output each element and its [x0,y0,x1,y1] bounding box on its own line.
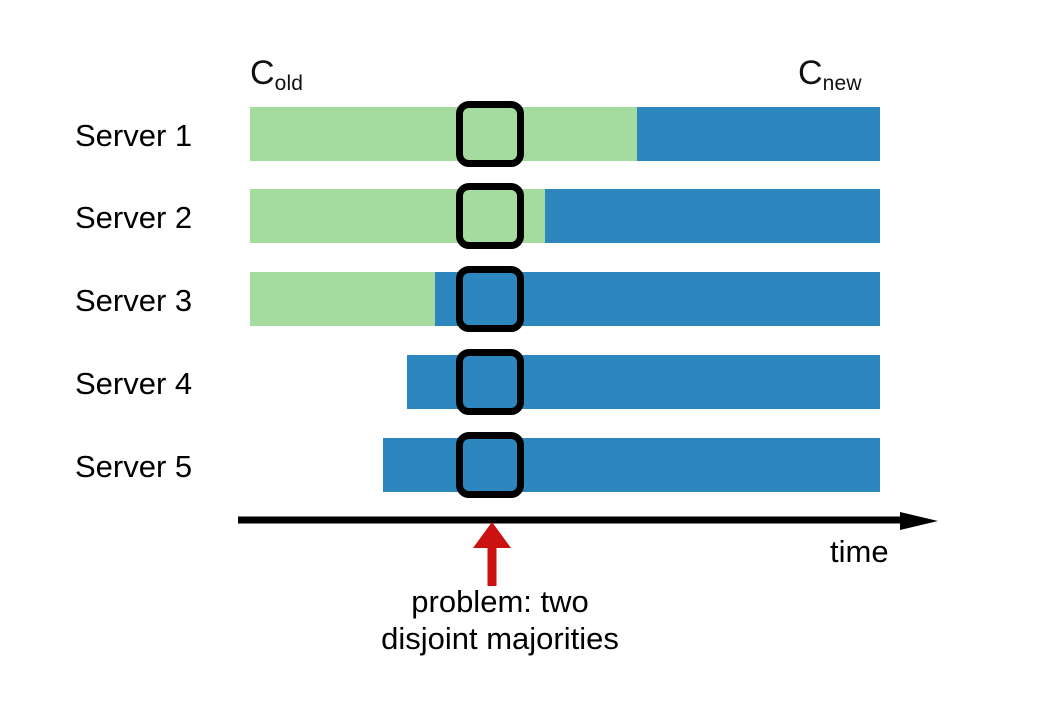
highlight-box-server-1 [456,101,524,167]
config-label-new-subscript: new [822,72,862,95]
segment-old-config-server-2 [250,189,545,243]
problem-caption-line-1: problem: two [411,584,589,619]
segment-old-config-server-3 [250,272,435,326]
problem-caption: problem: two disjoint majorities [180,583,820,657]
config-label-old: Cold [250,56,303,95]
timeline-bar-server-5 [383,438,880,492]
timeline-bar-server-4 [407,355,880,409]
highlight-box-server-2 [456,183,524,249]
segment-old-config-server-1 [250,107,637,161]
config-label-old-base: C [250,54,275,92]
timeline-bar-server-2 [250,189,880,243]
timeline-bar-server-1 [250,107,880,161]
up-arrow-icon [473,522,511,586]
segment-new-config-server-1 [637,107,880,161]
highlight-box-server-5 [456,432,524,498]
config-label-new: Cnew [798,56,862,95]
server-label-4: Server 4 [75,366,193,401]
server-label-2: Server 2 [75,200,193,235]
highlight-box-server-3 [456,266,524,332]
server-label-1: Server 1 [75,118,193,153]
segment-new-config-server-2 [545,189,880,243]
config-label-old-subscript: old [274,72,304,95]
segment-new-config-server-4 [407,355,880,409]
time-axis [238,512,938,530]
server-label-5: Server 5 [75,449,193,484]
server-label-3: Server 3 [75,283,193,318]
config-label-new-base: C [798,54,823,92]
time-axis-arrowhead [900,512,938,530]
segment-new-config-server-5 [383,438,880,492]
highlight-box-server-4 [456,349,524,415]
problem-caption-line-2: disjoint majorities [381,621,619,656]
timeline-bar-server-3 [250,272,880,326]
segment-new-config-server-3 [435,272,880,326]
time-axis-label: time [830,534,889,569]
